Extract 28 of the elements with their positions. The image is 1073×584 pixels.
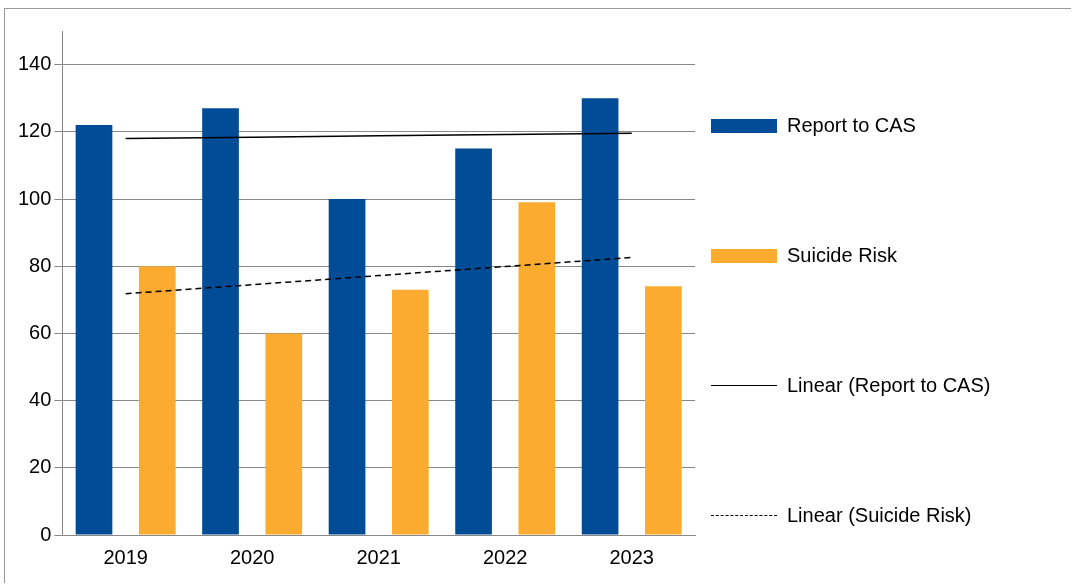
x-tick-label: 2020 <box>229 545 275 568</box>
legend-label: Linear (Suicide Risk) <box>787 504 972 527</box>
y-tick-label: 20 <box>29 455 52 478</box>
y-tick-label: 100 <box>17 186 52 209</box>
bar <box>455 148 492 535</box>
bar <box>138 266 176 535</box>
legend-label: Linear (Report to CAS) <box>787 374 991 397</box>
bar <box>328 199 366 535</box>
x-tick-label: 2023 <box>609 545 654 568</box>
line-series <box>124 256 633 295</box>
bar <box>581 98 619 535</box>
y-tick-label: 140 <box>17 52 52 75</box>
x-tick-label: 2022 <box>482 545 528 568</box>
x-tick-label: 2021 <box>356 545 401 568</box>
y-tick-label: 40 <box>29 388 52 411</box>
y-tick-label: 120 <box>17 119 52 142</box>
y-tick-label: 80 <box>29 253 52 276</box>
bar <box>202 108 239 535</box>
bar <box>75 125 113 535</box>
bar <box>265 333 303 535</box>
legend-label: Report to CAS <box>787 114 916 137</box>
bar <box>645 286 682 535</box>
legend-label: Suicide Risk <box>787 244 898 267</box>
y-tick-label: 60 <box>29 320 52 343</box>
y-tick-label: 0 <box>40 522 52 545</box>
x-tick-label: 2019 <box>103 545 148 568</box>
bar <box>391 289 429 535</box>
bar <box>518 202 556 535</box>
